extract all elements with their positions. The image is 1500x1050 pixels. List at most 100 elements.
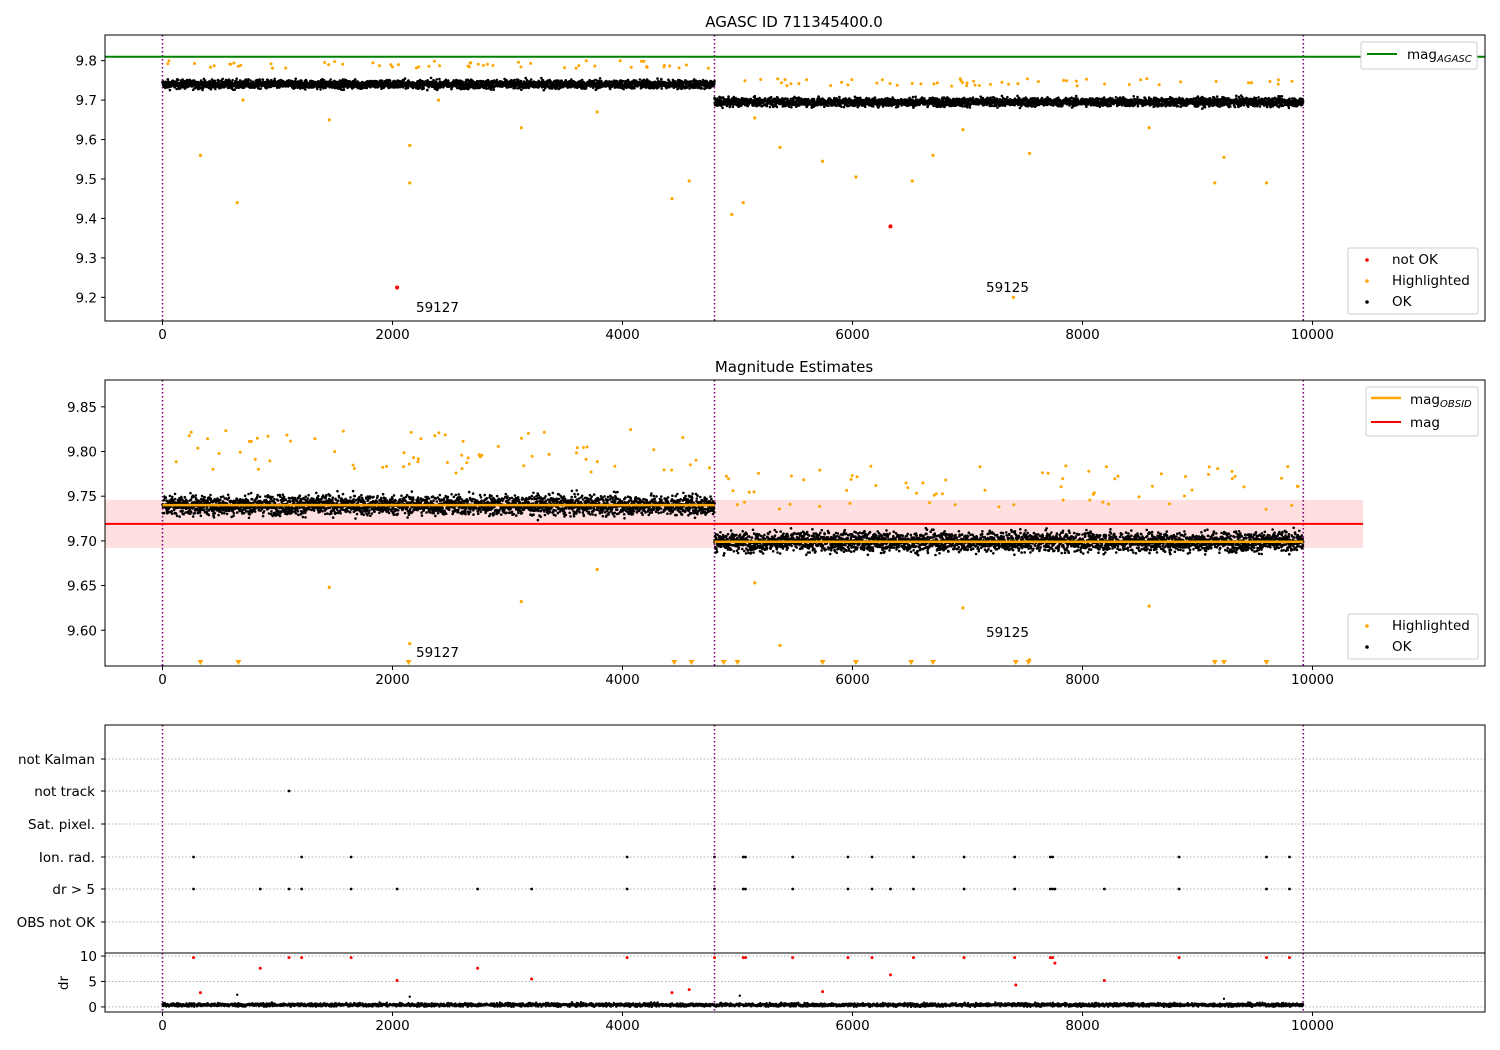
ok-point: [427, 85, 431, 89]
ok-point: [884, 97, 887, 100]
ok-point: [781, 105, 785, 108]
ok-point: [514, 86, 517, 90]
highlighted-point: [467, 65, 471, 69]
highlighted-point: [212, 64, 216, 68]
highlighted-point: [327, 63, 331, 67]
ok-point: [731, 105, 735, 108]
ok-point: [304, 88, 307, 91]
highlighted-point: [271, 66, 274, 70]
highlighted-point: [438, 64, 442, 68]
ok-point: [920, 96, 924, 99]
highlighted-point: [629, 65, 633, 69]
ok-point: [540, 76, 543, 80]
ok-point: [775, 105, 779, 109]
ok-point: [201, 88, 204, 92]
highlighted-point: [482, 63, 485, 67]
highlighted-point: [284, 66, 288, 70]
ok-point: [444, 78, 448, 82]
ok-point: [995, 97, 999, 101]
highlighted-point: [577, 64, 581, 68]
ok-point: [713, 79, 716, 83]
panel1-title: AGASC ID 711345400.0: [705, 13, 883, 31]
highlighted-point: [469, 61, 473, 65]
ok-point: [656, 77, 659, 80]
ok-point: [175, 87, 178, 91]
highlighted-point: [491, 64, 495, 67]
ok-point: [989, 96, 992, 99]
ok-point: [660, 77, 663, 81]
highlighted-point: [167, 59, 171, 63]
ok-point: [622, 87, 625, 91]
ok-point: [495, 78, 499, 82]
ok-point: [996, 106, 999, 109]
ok-point: [249, 79, 252, 82]
highlighted-point: [584, 59, 588, 63]
ok-point: [790, 106, 793, 109]
highlighted-point: [323, 61, 327, 64]
ok-point: [322, 78, 326, 82]
ok-point: [768, 105, 772, 109]
ok-point: [911, 95, 915, 99]
ok-point: [529, 78, 533, 81]
highlighted-point: [193, 62, 196, 65]
ok-point: [721, 106, 724, 110]
ok-point: [633, 86, 636, 90]
ok-point: [231, 78, 234, 82]
ok-point: [961, 105, 964, 108]
ok-point: [966, 106, 969, 109]
ok-point: [519, 79, 523, 83]
ok-point: [199, 86, 203, 90]
ok-point: [235, 77, 238, 80]
ok-point: [492, 88, 496, 91]
ok-point: [564, 79, 568, 82]
highlighted-point: [516, 60, 520, 64]
ok-point: [713, 82, 716, 85]
ok-point: [329, 78, 333, 81]
highlighted-point: [662, 65, 666, 69]
ok-point: [168, 88, 172, 92]
highlighted-point: [645, 65, 649, 68]
highlighted-point: [239, 63, 243, 67]
highlighted-point: [396, 63, 400, 67]
highlighted-point: [476, 62, 480, 66]
ok-point: [769, 95, 773, 99]
ok-point: [753, 94, 757, 98]
ok-point: [421, 80, 425, 83]
ok-point: [228, 79, 232, 83]
highlighted-point: [668, 64, 672, 68]
ok-point: [294, 77, 298, 81]
ok-point: [422, 87, 425, 90]
ok-point: [513, 78, 516, 82]
ok-point: [990, 104, 994, 108]
highlighted-point: [563, 66, 566, 70]
ok-point: [971, 96, 975, 99]
ok-point: [485, 87, 488, 90]
ok-point: [193, 79, 196, 82]
ok-point: [259, 87, 262, 90]
ok-point: [626, 78, 630, 82]
highlighted-point: [166, 62, 170, 66]
ok-point: [1052, 104, 1055, 107]
ok-point: [696, 80, 700, 83]
ok-point: [660, 87, 663, 90]
ok-point: [205, 85, 209, 89]
ok-point: [293, 86, 297, 90]
highlighted-point: [677, 66, 681, 70]
ok-point: [638, 78, 642, 81]
highlighted-point: [371, 61, 375, 65]
ok-point: [203, 79, 207, 82]
ok-point: [598, 77, 602, 80]
highlighted-point: [229, 62, 233, 66]
ok-point: [164, 86, 167, 89]
ok-point: [166, 78, 170, 81]
highlighted-point: [486, 62, 489, 66]
highlighted-point: [706, 66, 710, 70]
highlighted-point: [684, 63, 688, 67]
ok-points: [161, 59, 1305, 110]
ok-point: [403, 77, 407, 80]
ok-point: [214, 87, 217, 91]
highlighted-point: [427, 64, 431, 68]
agasc-magnitude-panel: AGASC ID 711345400.0 0 2000 4000 6000 8000 10…: [76, 13, 1486, 343]
ok-point: [1040, 96, 1044, 100]
highlighted-point: [333, 60, 337, 64]
